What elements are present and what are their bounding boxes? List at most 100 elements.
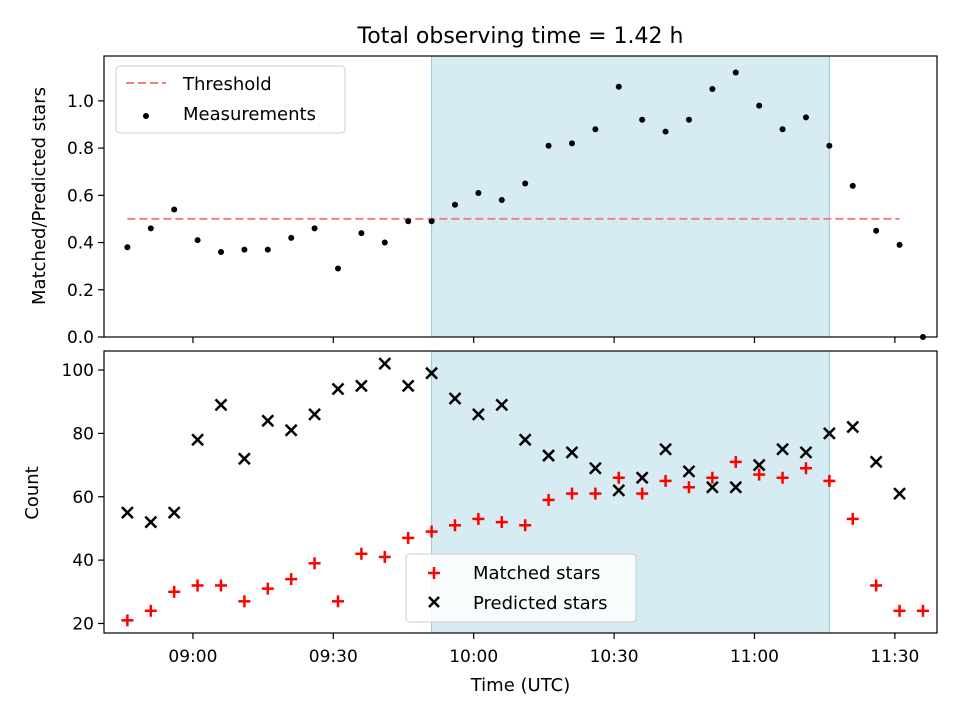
panel-counts-x-ticks: 09:00 09:30 10:00 10:30 11:00 11:30 — [168, 633, 919, 667]
y-tick-label: 1.0 — [67, 92, 94, 112]
predicted-stars-point — [565, 446, 579, 459]
predicted-stars-point — [238, 452, 251, 466]
measurement-point — [709, 86, 716, 93]
y-tick: 100 — [62, 361, 104, 381]
y-tick: 0.2 — [67, 281, 104, 301]
matched-stars-point — [589, 487, 602, 500]
y-tick-label: 0.8 — [67, 139, 94, 159]
x-tick-label: 11:30 — [870, 647, 919, 667]
legend-predicted-label: Predicted stars — [473, 593, 607, 614]
matched-stars-point — [799, 462, 812, 475]
y-tick-label: 0.2 — [67, 281, 94, 301]
panel-counts-frame — [103, 350, 938, 634]
measurement-point — [568, 140, 575, 147]
legend-measurements-swatch — [143, 113, 149, 119]
panel-ratio-y-ticks: 0.0 0.2 0.4 0.6 0.8 1.0 — [67, 92, 104, 348]
matched-stars-point — [519, 519, 532, 532]
predicted-stars-point — [378, 357, 392, 371]
predicted-stars-point — [776, 442, 789, 456]
predicted-stars-point — [308, 407, 321, 421]
x-tick: 09:30 — [309, 633, 358, 667]
y-tick: 0.0 — [67, 328, 104, 348]
panel-counts-y-axis-label: Count — [22, 466, 43, 519]
matched-stars-point — [144, 604, 157, 617]
panel-counts-y-ticks: 20 40 60 80 100 — [62, 361, 104, 634]
measurement-point — [896, 241, 903, 248]
predicted-stars-point — [612, 484, 626, 497]
y-tick: 0.4 — [67, 234, 104, 254]
matched-stars-point — [776, 471, 789, 484]
panel-ratio-frame — [103, 55, 938, 338]
measurement-point — [592, 126, 599, 133]
measurement-point — [428, 218, 435, 225]
predicted-stars-point — [635, 471, 649, 485]
y-tick-label: 100 — [62, 361, 94, 381]
matched-stars-point — [121, 614, 134, 627]
predicted-stars-point — [588, 461, 602, 475]
measurement-point — [217, 248, 224, 255]
y-tick: 40 — [72, 551, 104, 571]
panel-ratio-y-axis-label: Matched/Predicted stars — [29, 87, 50, 305]
measurement-point — [685, 116, 692, 123]
y-tick: 0.6 — [67, 186, 104, 206]
x-tick-label: 09:30 — [309, 647, 358, 667]
predicted-stars-point — [729, 480, 743, 494]
measurement-point — [849, 182, 856, 189]
legend-predicted-swatch — [428, 596, 440, 608]
predicted-stars-point — [121, 506, 134, 519]
matched-stars-point — [425, 525, 438, 538]
y-tick: 1.0 — [67, 92, 104, 112]
x-tick-label: 09:00 — [168, 647, 217, 667]
panel-counts-marks — [121, 357, 929, 627]
measurement-point — [171, 206, 178, 213]
measurement-point — [241, 246, 248, 253]
predicted-stars-point — [448, 392, 462, 405]
panel-ratio-legend: Threshold Measurements — [115, 65, 346, 134]
matched-stars-point — [636, 487, 649, 500]
measurement-point — [498, 197, 505, 204]
matched-stars-point — [261, 582, 274, 595]
predicted-stars-point — [284, 423, 298, 437]
predicted-stars-point — [471, 407, 485, 421]
predicted-stars-point — [752, 458, 766, 472]
legend-matched-label: Matched stars — [473, 563, 600, 584]
matched-stars-point — [378, 550, 391, 563]
matched-stars-point — [168, 585, 181, 598]
x-tick-label: 10:00 — [449, 647, 498, 667]
predicted-stars-point — [705, 480, 719, 494]
measurement-point — [873, 227, 880, 234]
measurement-point — [732, 69, 739, 76]
matched-stars-point — [214, 579, 227, 592]
measurement-point — [381, 239, 388, 246]
predicted-stars-point — [261, 414, 275, 428]
y-tick: 60 — [72, 488, 104, 508]
matched-stars-point — [612, 471, 625, 484]
measurement-point — [451, 201, 458, 208]
measurement-point — [124, 244, 131, 251]
matched-stars-point — [682, 481, 695, 494]
matched-stars-point — [402, 531, 415, 544]
x-tick: 09:00 — [168, 633, 217, 667]
matched-stars-point — [893, 604, 906, 617]
panel-ratio-highlight-span — [431, 55, 830, 338]
measurement-point — [475, 189, 482, 196]
matched-stars-point — [285, 573, 298, 586]
matched-stars-point — [916, 604, 929, 617]
predicted-stars-point — [144, 515, 158, 529]
predicted-stars-point — [822, 426, 836, 440]
predicted-stars-point — [542, 449, 555, 462]
matched-stars-point — [542, 493, 555, 506]
matched-stars-point — [659, 474, 672, 487]
y-tick: 80 — [72, 424, 104, 444]
predicted-stars-point — [518, 433, 532, 447]
panel-counts: 20 40 60 80 100 09:00 09:30 10:00 10:30 11:00 11:… — [22, 350, 938, 696]
matched-stars-point — [495, 516, 508, 529]
panel-counts-legend: Matched stars Predicted stars — [405, 553, 637, 623]
measurement-point — [615, 83, 622, 90]
y-tick-label: 40 — [72, 551, 94, 571]
measurement-point — [779, 126, 786, 133]
matched-stars-point — [308, 557, 321, 570]
panel-ratio-x-ticks — [192, 337, 896, 343]
measurement-point — [639, 116, 646, 123]
